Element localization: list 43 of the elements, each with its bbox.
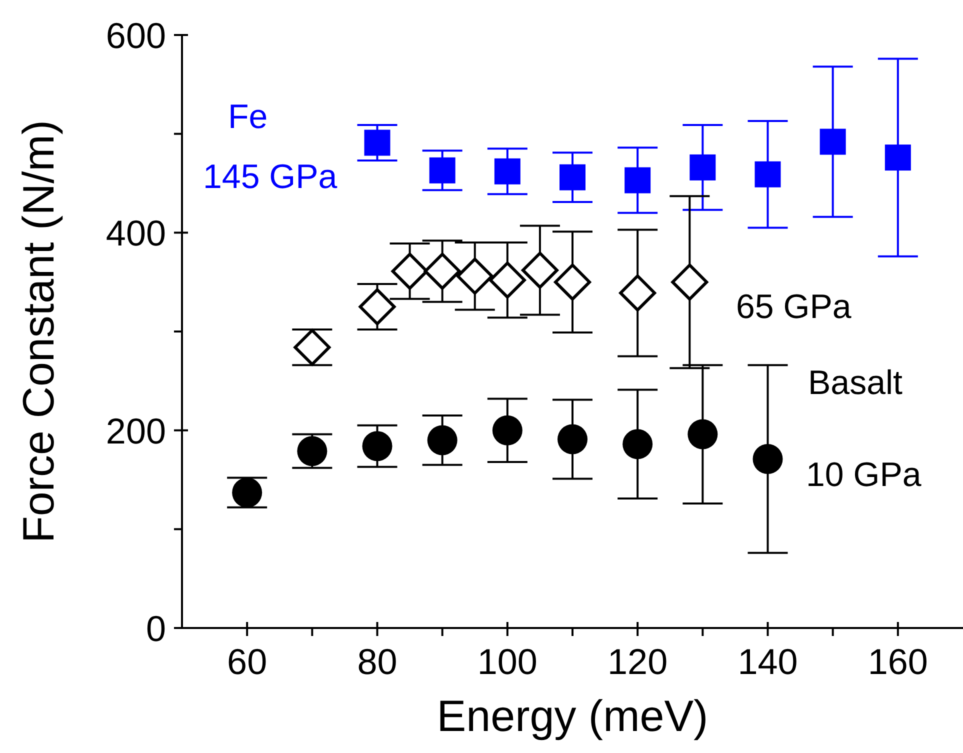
point [364,130,390,156]
x-tick-label: 120 [608,641,668,682]
annotation: 10 GPa [806,456,922,494]
x-tick-label: 60 [227,641,268,682]
point [558,424,588,454]
point [488,262,526,299]
point [688,419,718,450]
point [754,161,781,188]
point [690,154,716,180]
point [429,157,456,184]
point [521,252,558,289]
annotation: Basalt [808,364,902,402]
point [554,264,591,301]
point [624,167,651,194]
y-tick-label: 600 [106,15,166,56]
point [671,264,708,301]
point [820,128,846,155]
y-tick-label: 400 [106,212,166,254]
point [456,258,494,295]
annotation: 65 GPa [736,288,852,326]
point [358,288,396,326]
point [232,478,262,508]
point [427,425,458,456]
y-axis-title: Force Constant (N/m) [14,120,64,543]
x-tick-label: 100 [477,641,538,682]
point [622,429,653,460]
y-tick-label: 200 [106,410,166,452]
point [492,415,522,446]
annotation: Fe [228,98,268,136]
x-axis-title: Energy (meV) [436,692,708,741]
x-tick-label: 160 [868,641,928,682]
point [560,164,586,190]
annotation: 145 GPa [203,158,338,196]
y-tick-label: 0 [146,608,166,649]
point [297,436,328,466]
x-tick-label: 140 [738,641,798,682]
point [424,252,461,290]
point [494,158,520,184]
point [884,144,911,171]
point [752,444,783,474]
point [619,274,656,312]
x-tick-label: 80 [357,641,398,682]
point [362,431,392,462]
